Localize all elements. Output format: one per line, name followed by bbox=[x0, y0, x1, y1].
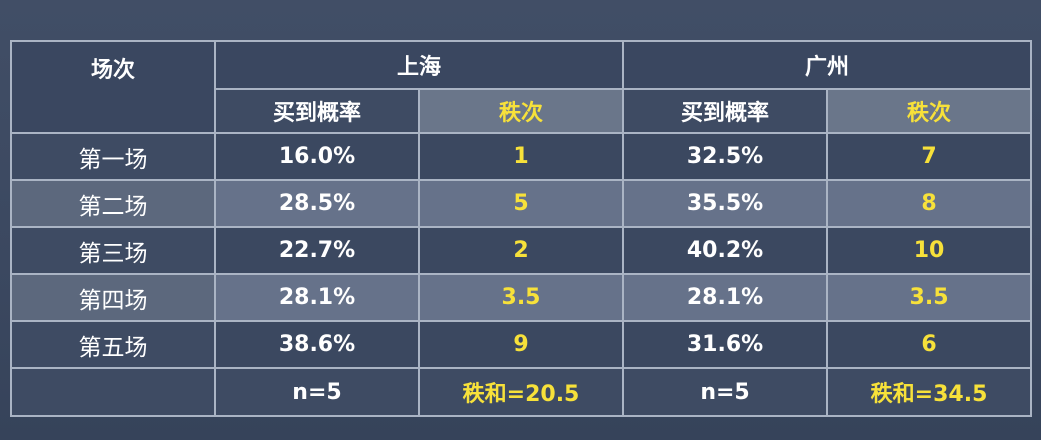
table-header-row: 场次 上海 广州 bbox=[10, 40, 1033, 134]
guangzhou-sample-size: n=5 bbox=[622, 367, 829, 417]
shanghai-sample-size: n=5 bbox=[214, 367, 420, 417]
guangzhou-rank-cell: 3.5 bbox=[826, 273, 1033, 322]
table-row: 第二场 28.5% 5 35.5% 8 bbox=[10, 179, 1033, 228]
shanghai-prob-header: 买到概率 bbox=[214, 88, 420, 134]
guangzhou-rank-sum: 秩和=34.5 bbox=[826, 367, 1033, 417]
shanghai-prob-cell: 28.1% bbox=[214, 273, 420, 322]
rank-sum-table: 场次 上海 广州 买到概率 秩次 买到概率 秩次 第一场 16.0% 1 32.… bbox=[10, 40, 1033, 417]
guangzhou-rank-cell: 10 bbox=[826, 226, 1033, 275]
summary-row: n=5 秩和=20.5 n=5 秩和=34.5 bbox=[10, 367, 1033, 417]
shanghai-prob-cell: 16.0% bbox=[214, 132, 420, 181]
table-row: 第一场 16.0% 1 32.5% 7 bbox=[10, 132, 1033, 181]
row-label: 第四场 bbox=[10, 273, 216, 322]
city-header-shanghai: 上海 bbox=[213, 40, 625, 90]
guangzhou-prob-cell: 28.1% bbox=[622, 273, 829, 322]
shanghai-rank-cell: 1 bbox=[417, 132, 625, 181]
session-header: 场次 bbox=[10, 40, 216, 134]
table-row: 第四场 28.1% 3.5 28.1% 3.5 bbox=[10, 273, 1033, 322]
guangzhou-rank-cell: 8 bbox=[826, 179, 1033, 228]
guangzhou-prob-cell: 32.5% bbox=[622, 132, 829, 181]
guangzhou-rank-cell: 6 bbox=[826, 320, 1033, 369]
row-label: 第三场 bbox=[10, 226, 216, 275]
table-row: 第三场 22.7% 2 40.2% 10 bbox=[10, 226, 1033, 275]
city-header-guangzhou: 广州 bbox=[622, 40, 1033, 90]
shanghai-rank-cell: 5 bbox=[417, 179, 625, 228]
shanghai-prob-cell: 28.5% bbox=[214, 179, 420, 228]
guangzhou-rank-cell: 7 bbox=[826, 132, 1033, 181]
guangzhou-prob-cell: 31.6% bbox=[622, 320, 829, 369]
guangzhou-rank-header: 秩次 bbox=[826, 88, 1033, 134]
row-label: 第一场 bbox=[10, 132, 216, 181]
shanghai-prob-cell: 38.6% bbox=[214, 320, 420, 369]
row-label: 第五场 bbox=[10, 320, 216, 369]
summary-label bbox=[10, 367, 216, 417]
shanghai-prob-cell: 22.7% bbox=[214, 226, 420, 275]
guangzhou-prob-cell: 40.2% bbox=[622, 226, 829, 275]
shanghai-rank-cell: 2 bbox=[417, 226, 625, 275]
shanghai-rank-header: 秩次 bbox=[417, 88, 625, 134]
table-subheader-row: 买到概率 秩次 买到概率 秩次 bbox=[11, 88, 1033, 134]
guangzhou-prob-cell: 35.5% bbox=[622, 179, 829, 228]
guangzhou-prob-header: 买到概率 bbox=[622, 88, 829, 134]
row-label: 第二场 bbox=[10, 179, 216, 228]
shanghai-rank-cell: 9 bbox=[417, 320, 625, 369]
shanghai-rank-cell: 3.5 bbox=[417, 273, 625, 322]
table-row: 第五场 38.6% 9 31.6% 6 bbox=[10, 320, 1033, 369]
shanghai-rank-sum: 秩和=20.5 bbox=[417, 367, 625, 417]
